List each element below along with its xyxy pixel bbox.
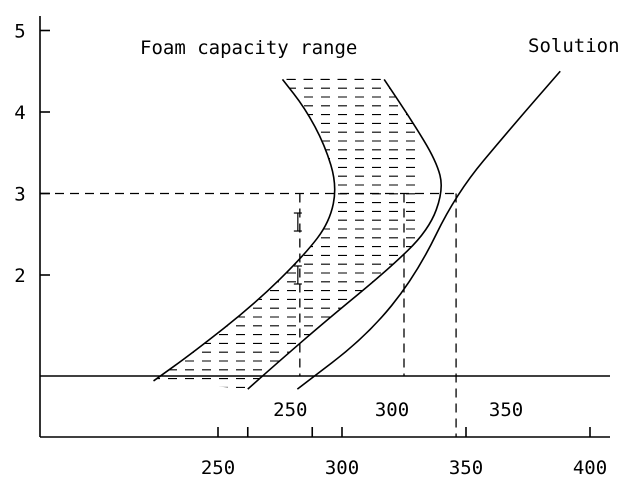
annotations bbox=[293, 212, 302, 285]
x-tick-label: 250 bbox=[201, 457, 235, 479]
band-right-edge bbox=[247, 78, 442, 390]
solution-series: Solution bbox=[296, 35, 620, 390]
reference-lines bbox=[40, 192, 457, 437]
band-hatching bbox=[153, 79, 415, 388]
y-tick-label: 4 bbox=[14, 102, 25, 124]
inner-tick-label: 250 bbox=[273, 399, 307, 421]
band-left-edge bbox=[153, 78, 336, 382]
y-tick-label: 5 bbox=[14, 21, 25, 43]
y-axis: 2 3 4 5 bbox=[14, 16, 50, 437]
band-label: Foam capacity range bbox=[140, 37, 357, 59]
inner-tick-label: 350 bbox=[489, 399, 523, 421]
foam-band: Foam capacity range bbox=[140, 37, 442, 390]
x-tick-label: 350 bbox=[449, 457, 483, 479]
solution-line bbox=[296, 70, 561, 390]
y-tick-label: 3 bbox=[14, 184, 25, 206]
inner-tick-label: 300 bbox=[375, 399, 409, 421]
x-tick-label: 400 bbox=[573, 457, 607, 479]
x-tick-label: 300 bbox=[325, 457, 359, 479]
x-axis: 250 300 350 400 bbox=[40, 427, 610, 479]
solution-label: Solution bbox=[528, 35, 620, 57]
inner-axis: 250 300 350 bbox=[40, 375, 610, 421]
y-tick-label: 2 bbox=[14, 265, 25, 287]
